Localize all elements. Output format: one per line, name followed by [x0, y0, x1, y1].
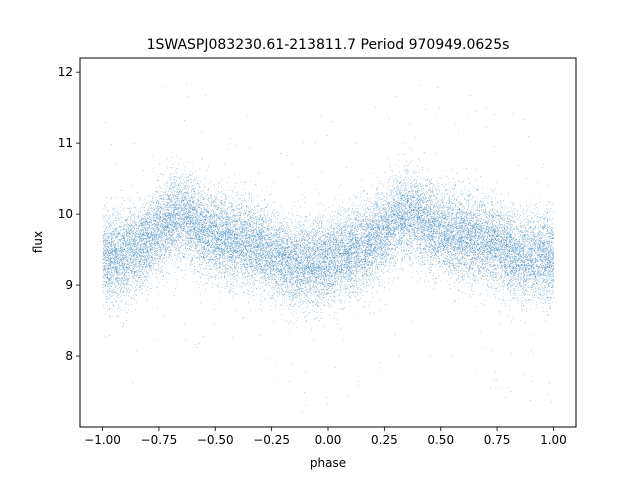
- x-tick-label: −0.50: [197, 433, 234, 447]
- x-tick-label: 1.00: [540, 433, 567, 447]
- x-tick-label: −0.25: [253, 433, 290, 447]
- x-tick-label: 0.00: [315, 433, 342, 447]
- scatter-series-flux: [102, 84, 554, 413]
- y-tick-label: 12: [58, 65, 73, 79]
- y-tick-label: 11: [58, 136, 73, 150]
- scatter-points: [102, 84, 554, 413]
- x-tick-label: 0.25: [371, 433, 398, 447]
- x-tick-label: −1.00: [84, 433, 121, 447]
- chart-title: 1SWASPJ083230.61-213811.7 Period 970949.…: [147, 37, 510, 53]
- x-axis-label: phase: [310, 456, 346, 470]
- x-tick-label: 0.75: [484, 433, 511, 447]
- x-tick-label: 0.50: [427, 433, 454, 447]
- y-tick-label: 9: [65, 278, 73, 292]
- y-tick-label: 10: [58, 207, 73, 221]
- y-axis-ticks: 8 9 10 11 12: [58, 65, 80, 363]
- x-tick-label: −0.75: [141, 433, 178, 447]
- y-axis-label: flux: [31, 231, 45, 253]
- x-axis-ticks: −1.00 −0.75 −0.50 −0.25 0.00 0.25 0.50 0.75 1.00: [84, 427, 567, 447]
- y-tick-label: 8: [65, 349, 73, 363]
